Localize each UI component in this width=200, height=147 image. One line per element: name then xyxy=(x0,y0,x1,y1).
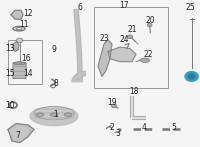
Polygon shape xyxy=(11,10,23,19)
Text: 14: 14 xyxy=(23,69,33,78)
Bar xyxy=(94,7,168,88)
Ellipse shape xyxy=(50,113,58,117)
Text: 7: 7 xyxy=(16,131,20,140)
Text: 24: 24 xyxy=(119,35,129,44)
Text: 21: 21 xyxy=(127,25,137,34)
Polygon shape xyxy=(13,41,19,51)
Text: 11: 11 xyxy=(19,20,29,30)
Circle shape xyxy=(185,72,198,81)
Polygon shape xyxy=(13,12,21,18)
Bar xyxy=(8,40,42,84)
Ellipse shape xyxy=(64,113,72,117)
Text: 2: 2 xyxy=(110,123,114,132)
Text: 19: 19 xyxy=(107,98,117,107)
Text: 12: 12 xyxy=(23,9,33,18)
Polygon shape xyxy=(108,47,136,62)
Text: 8: 8 xyxy=(54,79,58,88)
Text: 4: 4 xyxy=(142,123,146,132)
Circle shape xyxy=(188,74,195,79)
Ellipse shape xyxy=(36,113,44,117)
FancyBboxPatch shape xyxy=(13,63,26,78)
Ellipse shape xyxy=(30,107,78,126)
Text: 1: 1 xyxy=(54,110,58,119)
Text: 15: 15 xyxy=(5,69,15,78)
Text: 17: 17 xyxy=(119,1,129,10)
Ellipse shape xyxy=(34,107,74,120)
Text: 25: 25 xyxy=(185,3,195,12)
Circle shape xyxy=(147,23,152,27)
Text: 23: 23 xyxy=(99,34,109,43)
Text: 18: 18 xyxy=(129,87,139,96)
Polygon shape xyxy=(8,123,34,143)
Text: 5: 5 xyxy=(172,123,176,132)
Text: 9: 9 xyxy=(52,45,56,55)
Text: 16: 16 xyxy=(21,54,31,63)
Circle shape xyxy=(127,35,133,39)
Circle shape xyxy=(16,38,23,43)
Text: 22: 22 xyxy=(143,50,153,59)
Polygon shape xyxy=(98,40,112,76)
Polygon shape xyxy=(12,126,28,140)
Text: 6: 6 xyxy=(78,3,82,12)
Text: 10: 10 xyxy=(5,101,15,110)
Text: 20: 20 xyxy=(145,16,155,25)
Text: 13: 13 xyxy=(5,44,15,53)
Circle shape xyxy=(111,104,117,108)
Ellipse shape xyxy=(14,62,26,65)
Ellipse shape xyxy=(140,58,150,62)
Text: 3: 3 xyxy=(116,129,120,138)
